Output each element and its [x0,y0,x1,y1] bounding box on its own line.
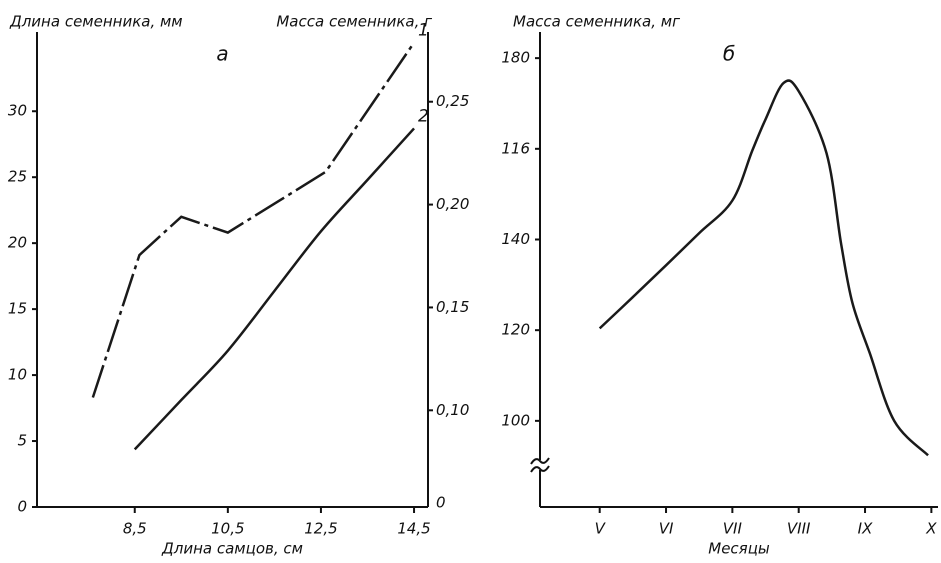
x-tick-label: 14,5 [397,520,430,538]
axis-break-gap [532,460,548,470]
x-axis-title: Длина самцов, см [161,540,303,558]
data-line [133,127,415,451]
panel-label: б [723,42,735,66]
y-axis-title: Длина семенника, мм [9,13,183,31]
y2-axis-title: Масса семенника, г [276,13,432,31]
y-tick-label: 15 [8,300,27,318]
y-tick-label: 100 [501,411,530,429]
x-tick-label: VI [659,520,674,538]
x-tick-label: 8,5 [123,520,147,538]
y2-tick-label: 0,10 [436,401,469,419]
x-tick-label: X [925,520,937,538]
y-tick-label: 140 [501,230,530,248]
y2-origin-label: 0 [436,494,446,512]
data-line [91,41,416,398]
y-axis-title: Масса семенника, мг [513,13,680,31]
y-tick-label: 120 [501,321,530,339]
y-tick-label: 180 [501,49,530,67]
series-label: 2 [418,106,429,126]
y-tick-label: 25 [8,168,27,186]
axis-break [530,457,550,465]
y2-tick-label: 0,25 [436,92,469,110]
x-axis-title: Месяцы [708,540,770,558]
y-tick-label: 116 [501,139,530,157]
x-tick-label: VIII [787,520,811,538]
y-tick-label: 10 [8,366,27,384]
data-line [598,79,929,457]
y-tick-label: 30 [8,102,27,120]
axis-break [530,465,550,473]
y2-tick-label: 0,15 [436,298,469,316]
x-tick-label: V [595,520,607,538]
x-tick-label: 10,5 [211,520,244,538]
x-tick-label: 12,5 [304,520,337,538]
y-tick-label: 20 [8,234,27,252]
x-tick-label: IX [858,520,873,538]
series-label: 1 [418,21,429,41]
y-tick-label: 0 [17,498,27,516]
y-tick-label: 5 [17,432,27,450]
panel-label: а [216,42,228,66]
x-tick-label: VII [723,520,743,538]
y2-tick-label: 0,20 [436,195,469,213]
